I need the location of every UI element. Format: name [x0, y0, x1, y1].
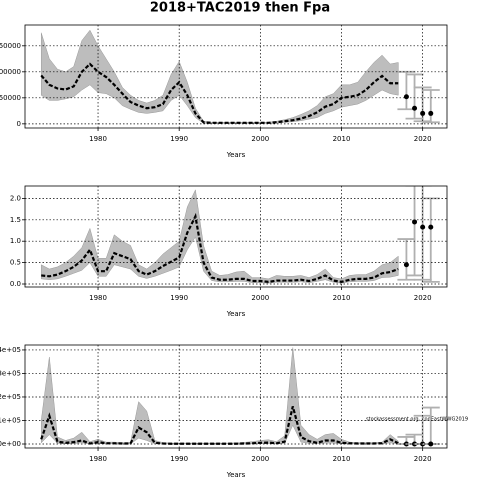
y-tick-label: 150000 [0, 42, 21, 50]
x-tick-label: 2020 [414, 294, 432, 302]
y-tick-label: 3e+05 [0, 369, 21, 377]
x-tick-label: 1990 [170, 455, 188, 463]
y-tick-label: 1.0 [10, 237, 21, 245]
y-tick-label: 0.0 [10, 280, 21, 288]
y-tick-label: 1e+05 [0, 416, 21, 424]
projection-point [412, 105, 418, 111]
projection-point [412, 219, 418, 225]
x-tick-label: 2010 [333, 135, 351, 143]
y-tick-label: 100000 [0, 68, 21, 76]
projection-point [428, 224, 434, 230]
confidence-band [40, 347, 399, 445]
y-tick-label: 2.0 [10, 194, 21, 202]
chart-title: 2018+TAC2019 then Fpa [150, 1, 330, 16]
x-tick-label: 2000 [251, 135, 269, 143]
plot-frame [24, 24, 448, 129]
plot-frame [24, 344, 448, 449]
x-tick-label: 1980 [89, 455, 107, 463]
y-tick-label: 50000 [0, 94, 21, 102]
y-tick-label: 0e+00 [0, 440, 21, 448]
projection-point [403, 94, 409, 100]
x-axis-label: Years [226, 151, 246, 159]
x-tick-label: 2000 [251, 294, 269, 302]
y-tick-label: 0 [17, 120, 21, 128]
y-tick-label: 0.5 [10, 259, 21, 267]
y-tick-label: 2e+05 [0, 393, 21, 401]
y-tick-label: 1.5 [10, 216, 21, 224]
confidence-band [40, 29, 399, 124]
projection-point [403, 262, 409, 268]
projection-point [420, 224, 426, 230]
x-tick-label: 1980 [89, 294, 107, 302]
y-tick-label: 4e+05 [0, 346, 21, 354]
x-tick-label: 2010 [333, 455, 351, 463]
plot [40, 186, 440, 284]
median-line [40, 62, 399, 124]
annotation: stockassessment.org, codEastWWG2019 [366, 417, 468, 423]
median-line [41, 212, 399, 283]
plot-frame [24, 185, 448, 288]
projection-point [428, 441, 434, 447]
confidence-band [40, 188, 399, 284]
x-tick-label: 2020 [414, 135, 432, 143]
x-tick-label: 1990 [170, 294, 188, 302]
projection-point [428, 110, 434, 116]
x-tick-label: 2010 [333, 294, 351, 302]
x-tick-label: 2000 [251, 455, 269, 463]
x-tick-label: 1990 [170, 135, 188, 143]
x-axis-label: Years [226, 471, 246, 479]
x-tick-label: 2020 [414, 455, 432, 463]
x-axis-label: Years [226, 310, 246, 318]
median-line [40, 406, 399, 445]
x-tick-label: 1980 [89, 135, 107, 143]
plot [40, 29, 440, 124]
